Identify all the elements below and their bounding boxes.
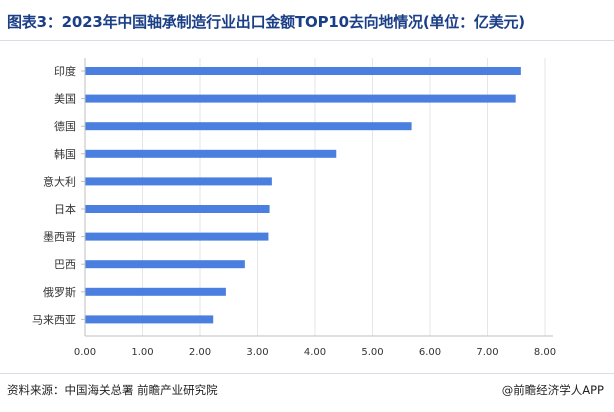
- bar: [85, 260, 245, 269]
- category-label: 美国: [54, 93, 76, 106]
- x-tick-label: 6.00: [419, 347, 441, 358]
- chart-title: 图表3：2023年中国轴承制造行业出口金额TOP10去向地情况(单位：亿美元): [7, 13, 525, 31]
- bar: [85, 287, 226, 296]
- title-divider: [0, 40, 614, 41]
- bar: [85, 149, 337, 158]
- category-label: 日本: [54, 202, 76, 216]
- x-tick-label: 1.00: [131, 347, 153, 358]
- footer-divider: [0, 373, 614, 374]
- category-label: 墨西哥: [43, 231, 76, 244]
- bar: [85, 94, 516, 103]
- bar: [85, 67, 521, 75]
- bar: [85, 205, 270, 213]
- bar: [85, 232, 269, 241]
- category-label: 意大利: [43, 174, 76, 188]
- brand-credit: @前瞻经济学人APP: [501, 383, 604, 397]
- category-label: 巴西: [54, 258, 76, 271]
- bar: [85, 122, 412, 131]
- bar: [85, 315, 214, 324]
- x-tick-label: 7.00: [476, 347, 498, 358]
- x-tick-label: 0.00: [74, 347, 96, 358]
- category-label: 印度: [54, 64, 76, 78]
- category-label: 马来西亚: [32, 313, 76, 326]
- x-tick-label: 8.00: [534, 347, 556, 358]
- bar: [85, 177, 272, 186]
- x-tick-label: 3.00: [246, 347, 268, 358]
- category-label: 俄罗斯: [43, 286, 76, 299]
- x-tick-label: 5.00: [361, 347, 383, 358]
- source-note: 资料来源：中国海关总署 前瞻产业研究院: [7, 383, 218, 397]
- x-tick-label: 4.00: [304, 347, 326, 358]
- x-tick-label: 2.00: [189, 347, 211, 358]
- category-label: 韩国: [54, 147, 76, 161]
- category-label: 德国: [54, 119, 76, 133]
